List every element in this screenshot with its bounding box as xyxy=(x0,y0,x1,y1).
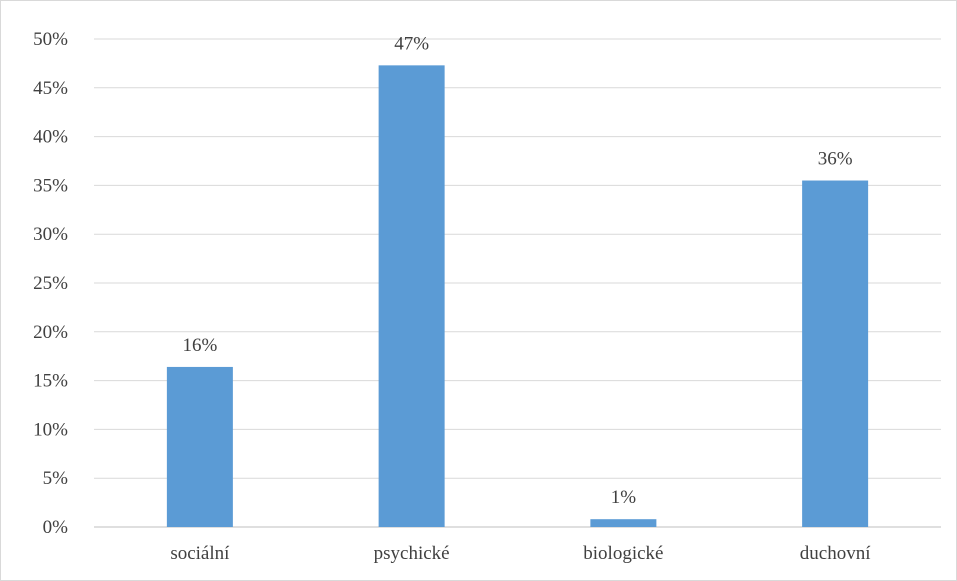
y-tick-label: 15% xyxy=(33,371,68,392)
y-tick-label: 30% xyxy=(33,224,68,245)
y-tick-label: 50% xyxy=(33,29,68,50)
data-label: 47% xyxy=(394,33,429,54)
data-label: 16% xyxy=(182,335,217,356)
y-tick-label: 35% xyxy=(33,175,68,196)
y-tick-label: 0% xyxy=(43,517,69,538)
data-label: 36% xyxy=(818,149,853,170)
y-tick-label: 45% xyxy=(33,78,68,99)
bar xyxy=(166,366,233,527)
y-tick-label: 5% xyxy=(43,468,69,489)
category-label: biologické xyxy=(583,543,663,564)
bar xyxy=(802,180,869,527)
category-label: psychické xyxy=(374,543,450,564)
category-label: duchovní xyxy=(800,543,871,564)
bar xyxy=(378,65,445,528)
y-tick-label: 20% xyxy=(33,322,68,343)
y-tick-label: 25% xyxy=(33,273,68,294)
bar xyxy=(590,519,657,527)
y-tick-label: 40% xyxy=(33,127,68,148)
data-label: 1% xyxy=(611,487,637,508)
y-tick-label: 10% xyxy=(33,419,68,440)
category-label: sociální xyxy=(170,543,230,564)
